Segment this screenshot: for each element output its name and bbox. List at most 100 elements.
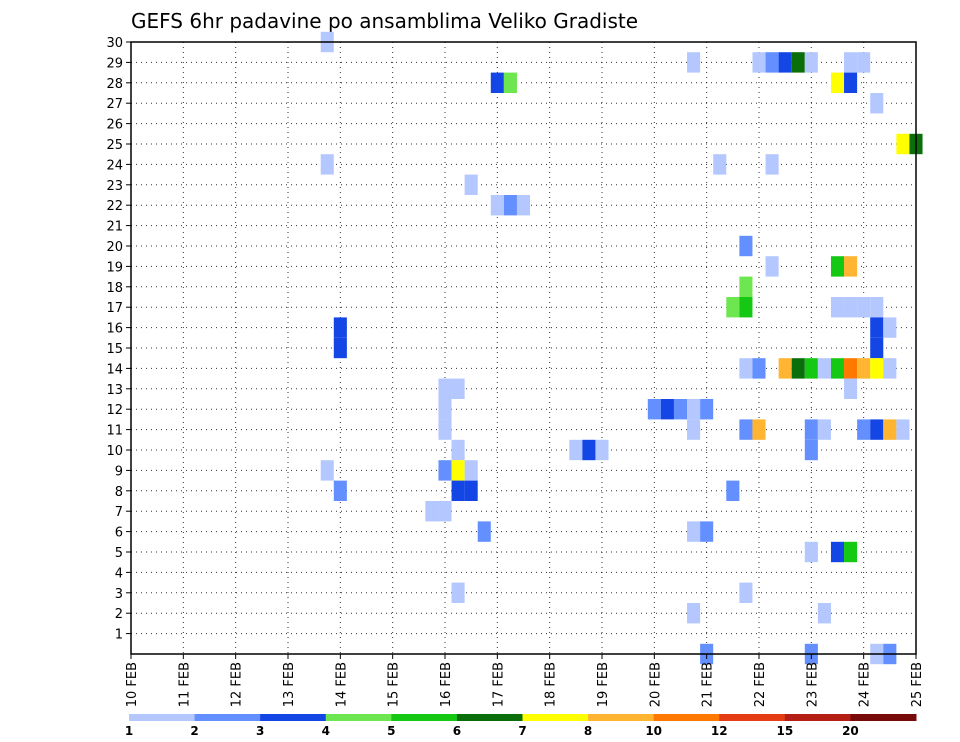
y-tick-label: 23 (106, 179, 123, 194)
x-tick-label: 13 FEB (282, 662, 297, 707)
precip-cell (739, 358, 753, 379)
x-tick-label: 15 FEB (387, 662, 402, 707)
precip-cell (687, 603, 701, 624)
x-tick-label: 18 FEB (544, 662, 559, 707)
y-tick-label: 1 (115, 628, 123, 643)
y-tick-label: 25 (106, 138, 123, 153)
precip-cell (870, 419, 884, 440)
y-tick-label: 24 (106, 158, 123, 173)
legend-swatch (456, 714, 523, 721)
y-tick-label: 8 (115, 485, 123, 500)
y-tick-label: 9 (115, 464, 123, 479)
precip-cell (739, 276, 753, 297)
precip-cell (595, 439, 609, 461)
precip-cell (451, 460, 465, 481)
precip-cell (752, 419, 766, 440)
x-tick-label: 16 FEB (439, 662, 454, 707)
legend-label: 8 (584, 724, 592, 738)
y-tick-label: 16 (106, 322, 123, 337)
x-tick-label: 10 FEB (125, 662, 140, 707)
legend-swatch (653, 714, 720, 721)
y-tick-label: 2 (115, 607, 123, 622)
precip-cell (896, 419, 910, 440)
precip-cell (870, 297, 884, 318)
precip-cell (464, 480, 478, 501)
legend-label: 6 (453, 724, 461, 738)
precip-cell (438, 399, 452, 420)
legend-swatch (850, 714, 917, 721)
legend-swatch (522, 714, 589, 721)
precip-cell (804, 52, 818, 73)
y-tick-label: 12 (106, 403, 123, 418)
precip-cell (804, 358, 818, 379)
precip-cell (765, 154, 779, 175)
precip-cell (844, 52, 858, 73)
precip-cell (438, 460, 452, 481)
y-tick-label: 18 (106, 281, 123, 296)
precip-cell (687, 52, 701, 73)
precip-cell (451, 480, 465, 501)
precip-cell (464, 174, 478, 195)
legend-label: 7 (518, 724, 526, 738)
precip-cell (438, 501, 452, 522)
precip-cell (726, 297, 740, 318)
y-tick-label: 26 (106, 118, 123, 133)
precip-cell (804, 439, 818, 461)
legend-swatch (719, 714, 786, 721)
y-tick-label: 7 (115, 505, 123, 520)
precip-cell (830, 256, 845, 277)
precip-cell (804, 541, 818, 563)
precip-cell (503, 72, 517, 93)
precip-cell (844, 297, 858, 318)
legend-swatch (194, 714, 261, 721)
precip-cell (516, 195, 531, 216)
y-tick-label: 27 (106, 97, 123, 112)
precip-cell (687, 399, 701, 420)
y-tick-label: 10 (106, 444, 123, 459)
x-tick-label: 25 FEB (910, 662, 925, 707)
precip-cell (647, 399, 661, 420)
precip-cell (857, 297, 871, 318)
precip-cell (333, 480, 347, 501)
legend-swatch (260, 714, 327, 721)
x-tick-label: 14 FEB (334, 662, 349, 707)
precip-cell (726, 480, 740, 501)
precip-cell (752, 52, 766, 73)
y-tick-label: 30 (106, 36, 123, 51)
precip-cell (857, 52, 871, 73)
precip-cell (700, 521, 714, 542)
precip-cell (660, 399, 674, 420)
legend-swatch (588, 714, 655, 721)
x-tick-label: 19 FEB (596, 662, 611, 707)
y-tick-label: 29 (106, 56, 123, 71)
precip-cell (817, 358, 831, 379)
x-tick-label: 11 FEB (177, 662, 192, 707)
precip-cell (425, 501, 439, 522)
precip-cell (778, 358, 792, 379)
plot-frame (130, 41, 917, 655)
precip-cell (451, 582, 465, 603)
precip-cell (870, 358, 884, 379)
precip-cell (844, 541, 858, 563)
precip-cell (830, 297, 845, 318)
precip-cell (503, 195, 517, 216)
precip-cell (896, 133, 910, 155)
precip-cell (320, 460, 334, 481)
x-tick-label: 24 FEB (858, 662, 873, 707)
precip-cell (870, 317, 884, 338)
x-tick-label: 21 FEB (701, 662, 716, 707)
precip-cell (569, 439, 583, 461)
precip-cell (817, 419, 831, 440)
x-tick-label: 22 FEB (753, 662, 768, 707)
precip-cell (490, 72, 504, 93)
legend-label: 10 (645, 724, 662, 738)
precip-cell (857, 419, 871, 440)
precip-cell (765, 256, 779, 277)
precip-cell (333, 317, 347, 338)
precip-cell (673, 399, 688, 420)
precip-cell (333, 337, 347, 359)
precip-cell (791, 358, 805, 379)
precip-cell (817, 603, 831, 624)
y-tick-label: 21 (106, 220, 123, 235)
legend-label: 15 (776, 724, 793, 738)
